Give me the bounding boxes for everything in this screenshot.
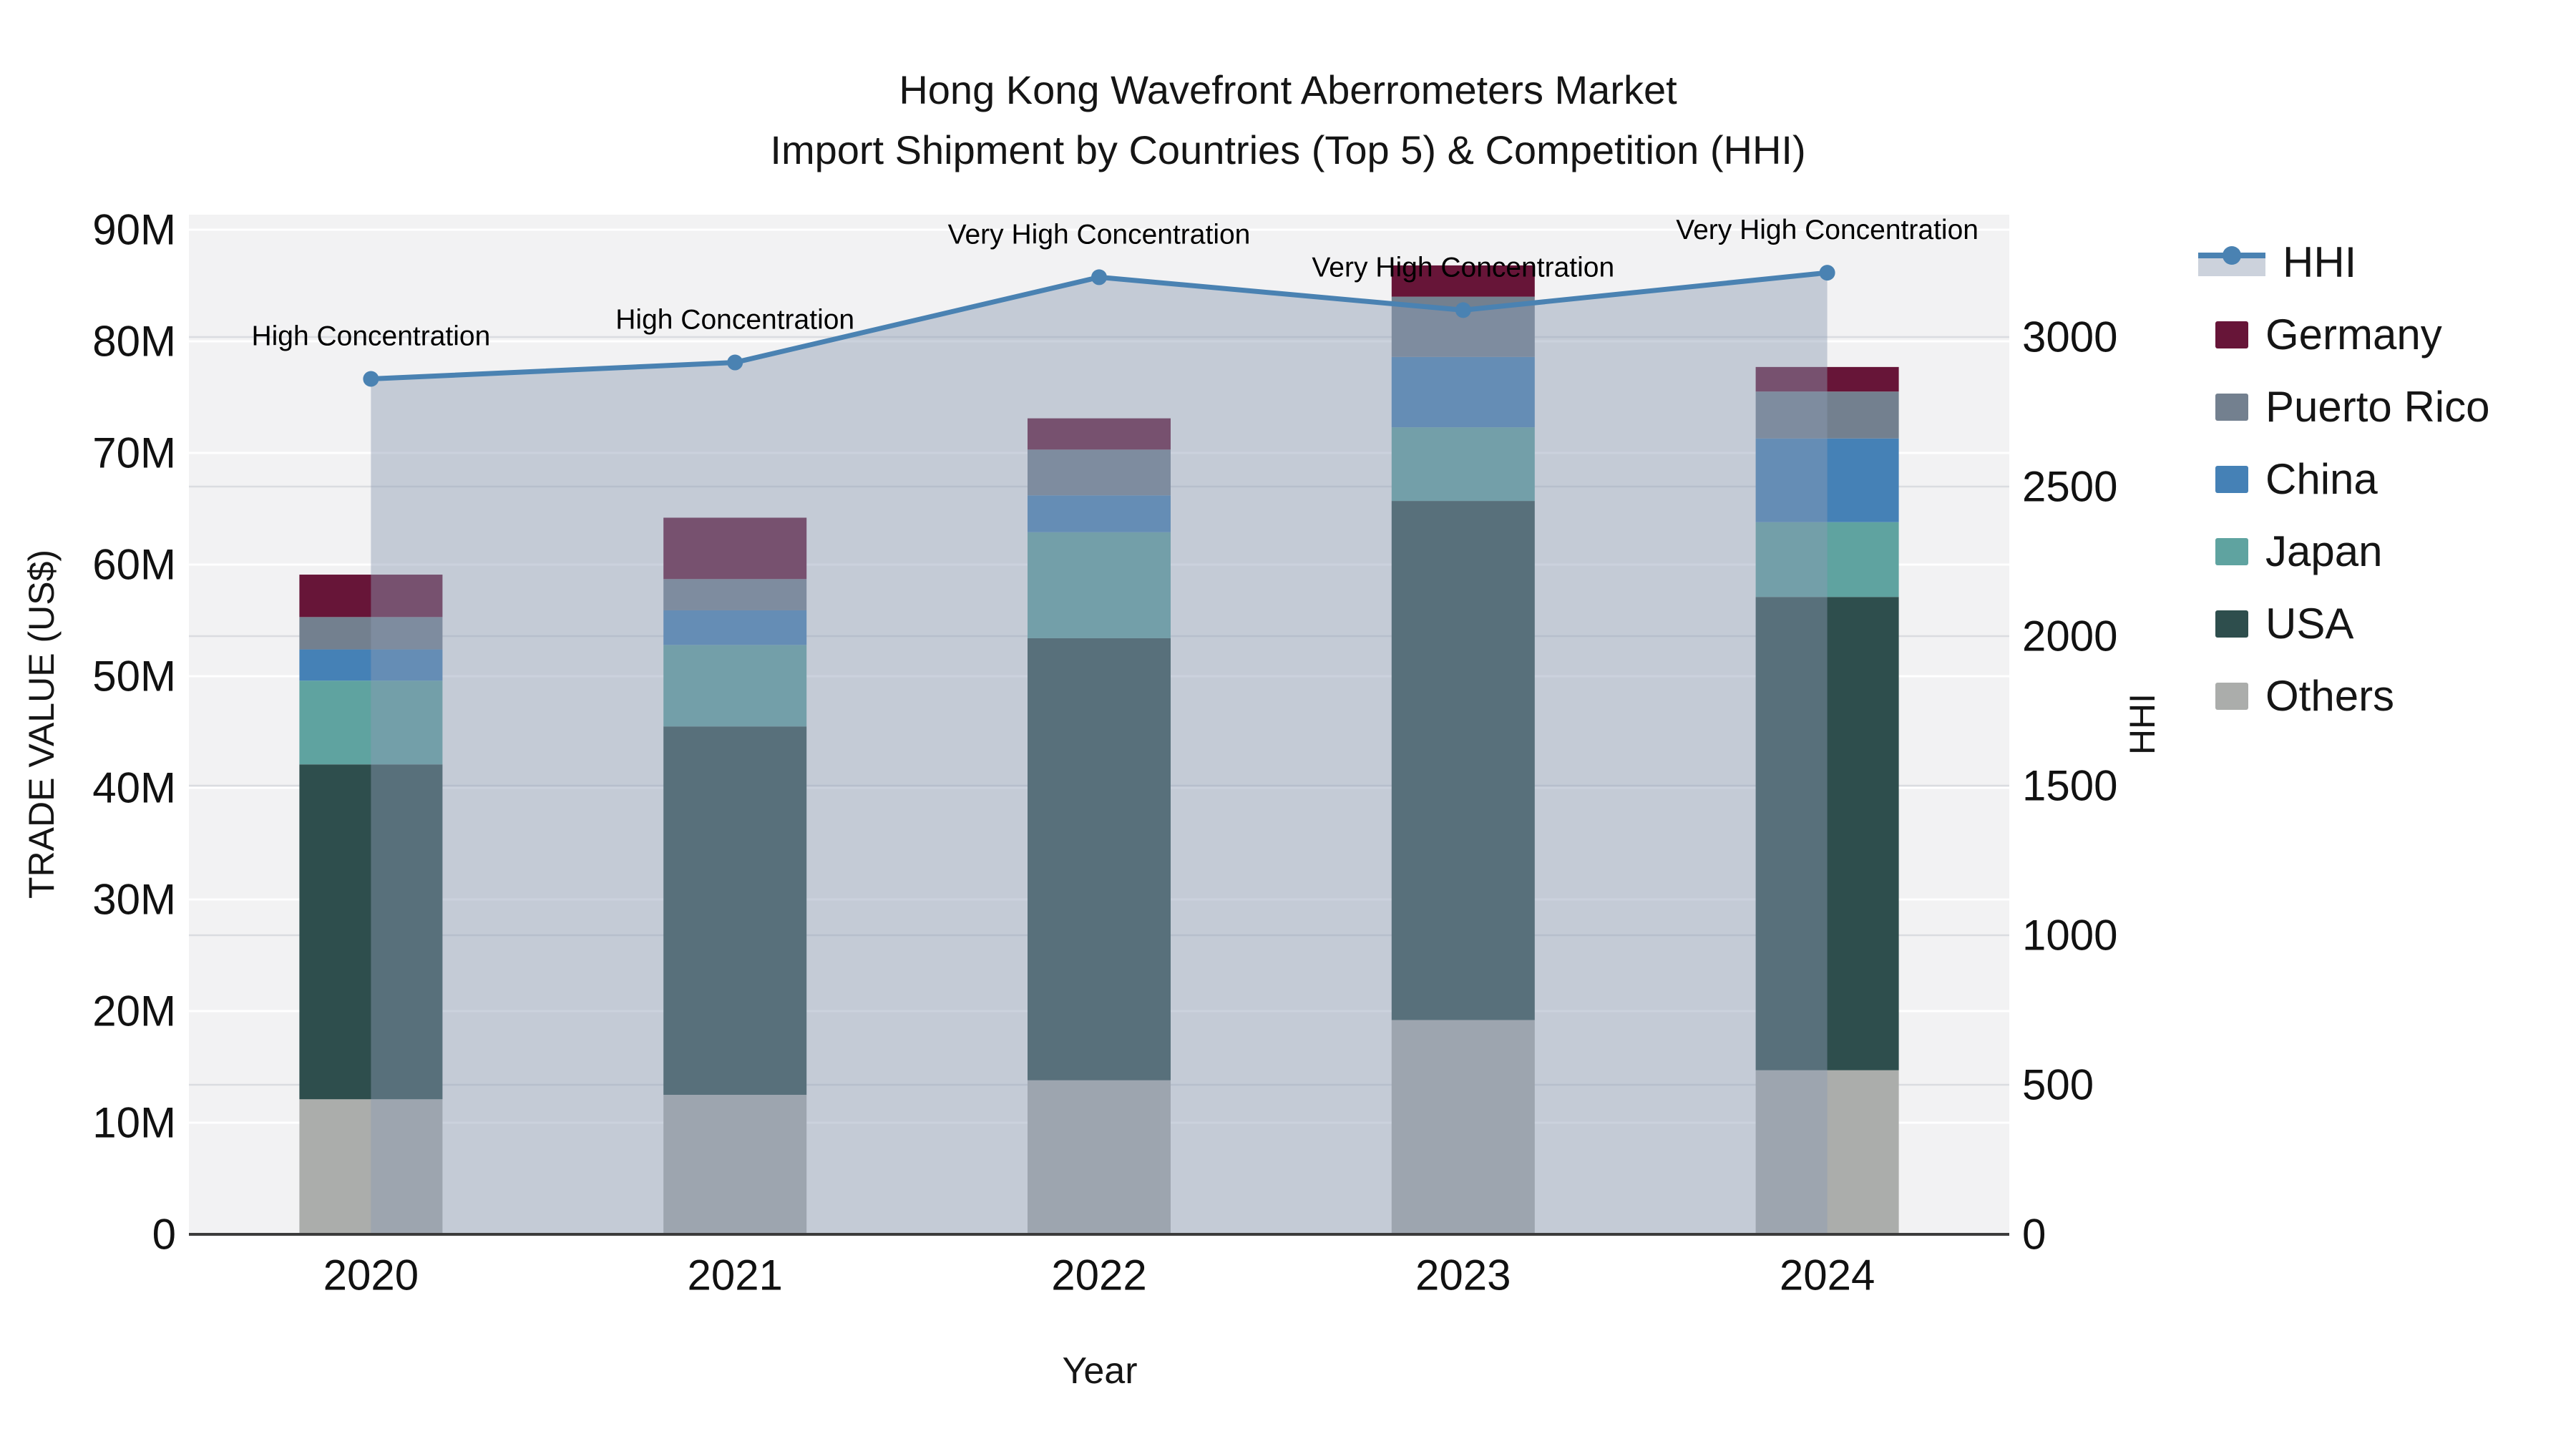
legend-label-germany: Germany <box>2265 311 2442 358</box>
x-tick-2022: 2022 <box>1051 1252 1146 1299</box>
legend-item-others[interactable]: Others <box>2198 660 2489 732</box>
bar-2023-japan[interactable] <box>1391 427 1535 502</box>
x-tick-2024: 2024 <box>1780 1252 1875 1299</box>
hhi-legend-icon <box>2198 245 2265 278</box>
x-tick-2020: 2020 <box>323 1252 419 1299</box>
hhi-marker-2024[interactable] <box>1819 265 1835 281</box>
bar-2024-germany[interactable] <box>1755 366 1899 392</box>
y-tick-0: 0 <box>152 1211 176 1259</box>
bar-2024-japan[interactable] <box>1755 522 1899 597</box>
bar-2020-china[interactable] <box>299 649 443 681</box>
y2-tick-2500: 2500 <box>2022 463 2117 511</box>
legend-label-usa: USA <box>2265 600 2354 648</box>
usa-swatch-icon <box>2215 610 2248 638</box>
bar-2020-germany[interactable] <box>299 575 443 618</box>
japan-swatch-icon <box>2215 537 2248 565</box>
annotation-2022: Very High Concentration <box>948 219 1251 250</box>
bar-2022-china[interactable] <box>1028 495 1171 532</box>
legend-item-germany[interactable]: Germany <box>2198 298 2489 371</box>
y2-tick-1000: 1000 <box>2022 912 2117 960</box>
legend-item-puerto-rico[interactable]: Puerto Rico <box>2198 371 2489 443</box>
y-tick-40M: 40M <box>92 764 176 812</box>
bar-2024-puerto-rico[interactable] <box>1755 391 1899 439</box>
bar-2023-china[interactable] <box>1391 356 1535 428</box>
legend-item-china[interactable]: China <box>2198 443 2489 515</box>
china-swatch-icon <box>2215 465 2248 493</box>
legend-label-hhi: HHI <box>2283 238 2357 286</box>
hhi-area-fill <box>371 273 1828 1234</box>
annotation-2023: Very High Concentration <box>1312 252 1614 283</box>
puerto-rico-swatch-icon <box>2215 393 2248 421</box>
x-tick-2023: 2023 <box>1415 1252 1511 1299</box>
y-tick-70M: 70M <box>92 429 176 477</box>
bar-2021-china[interactable] <box>663 610 807 645</box>
bar-2020-others[interactable] <box>299 1099 443 1234</box>
y2-tick-500: 500 <box>2022 1061 2094 1109</box>
legend-item-japan[interactable]: Japan <box>2198 515 2489 587</box>
bar-2022-others[interactable] <box>1028 1080 1171 1234</box>
annotation-2021: High Concentration <box>615 305 854 336</box>
bar-2023-germany[interactable] <box>1391 265 1535 297</box>
bar-2021-others[interactable] <box>663 1095 807 1234</box>
y-tick-60M: 60M <box>92 541 176 589</box>
chart-title-line2: Import Shipment by Countries (Top 5) & C… <box>770 127 1806 172</box>
hhi-marker-2020[interactable] <box>363 371 379 387</box>
legend: HHI Germany Puerto Rico China Japan USA … <box>2198 226 2489 732</box>
y2-axis-title: HHI <box>2122 693 2162 756</box>
y-tick-10M: 10M <box>92 1099 176 1147</box>
y-tick-90M: 90M <box>92 206 176 254</box>
x-axis-title: Year <box>1062 1350 1138 1392</box>
bar-2020-puerto-rico[interactable] <box>299 617 443 650</box>
chart-title: Hong Kong Wavefront Aberrometers Market … <box>0 60 2576 180</box>
y-tick-30M: 30M <box>92 876 176 924</box>
annotation-2020: High Concentration <box>251 321 490 352</box>
bar-2020-japan[interactable] <box>299 680 443 765</box>
others-swatch-icon <box>2215 682 2248 710</box>
bar-2020-usa[interactable] <box>299 764 443 1100</box>
legend-item-usa[interactable]: USA <box>2198 587 2489 660</box>
germany-swatch-icon <box>2215 321 2248 348</box>
y2-tick-0: 0 <box>2022 1211 2046 1259</box>
y-axis-title: TRADE VALUE (US$) <box>21 549 62 899</box>
legend-item-hhi[interactable]: HHI <box>2198 226 2489 298</box>
bar-2021-usa[interactable] <box>663 726 807 1095</box>
hhi-marker-2021[interactable] <box>727 354 743 371</box>
y-tick-80M: 80M <box>92 318 176 366</box>
bar-2021-germany[interactable] <box>663 517 807 580</box>
bar-2024-china[interactable] <box>1755 438 1899 522</box>
annotation-2024: Very High Concentration <box>1676 215 1979 245</box>
bar-2021-japan[interactable] <box>663 645 807 727</box>
hhi-marker-2023[interactable] <box>1455 302 1471 318</box>
bar-2023-usa[interactable] <box>1391 501 1535 1020</box>
legend-label-puerto-rico: Puerto Rico <box>2265 383 2490 431</box>
hhi-marker-2022[interactable] <box>1091 269 1107 286</box>
legend-label-others: Others <box>2265 672 2395 720</box>
legend-label-japan: Japan <box>2265 527 2383 575</box>
bar-2022-japan[interactable] <box>1028 532 1171 638</box>
x-tick-2021: 2021 <box>687 1252 782 1299</box>
bar-2024-others[interactable] <box>1755 1070 1899 1234</box>
bar-2021-puerto-rico[interactable] <box>663 579 807 610</box>
bar-2022-puerto-rico[interactable] <box>1028 449 1171 496</box>
chart-title-line1: Hong Kong Wavefront Aberrometers Market <box>899 67 1677 112</box>
y2-tick-3000: 3000 <box>2022 313 2117 361</box>
bar-2023-others[interactable] <box>1391 1020 1535 1234</box>
bar-2022-usa[interactable] <box>1028 638 1171 1080</box>
y2-tick-2000: 2000 <box>2022 613 2117 660</box>
bar-2022-germany[interactable] <box>1028 418 1171 450</box>
y-tick-20M: 20M <box>92 987 176 1035</box>
bar-2024-usa[interactable] <box>1755 597 1899 1070</box>
y-tick-50M: 50M <box>92 653 176 701</box>
y2-tick-1500: 1500 <box>2022 762 2117 810</box>
legend-label-china: China <box>2265 455 2378 503</box>
